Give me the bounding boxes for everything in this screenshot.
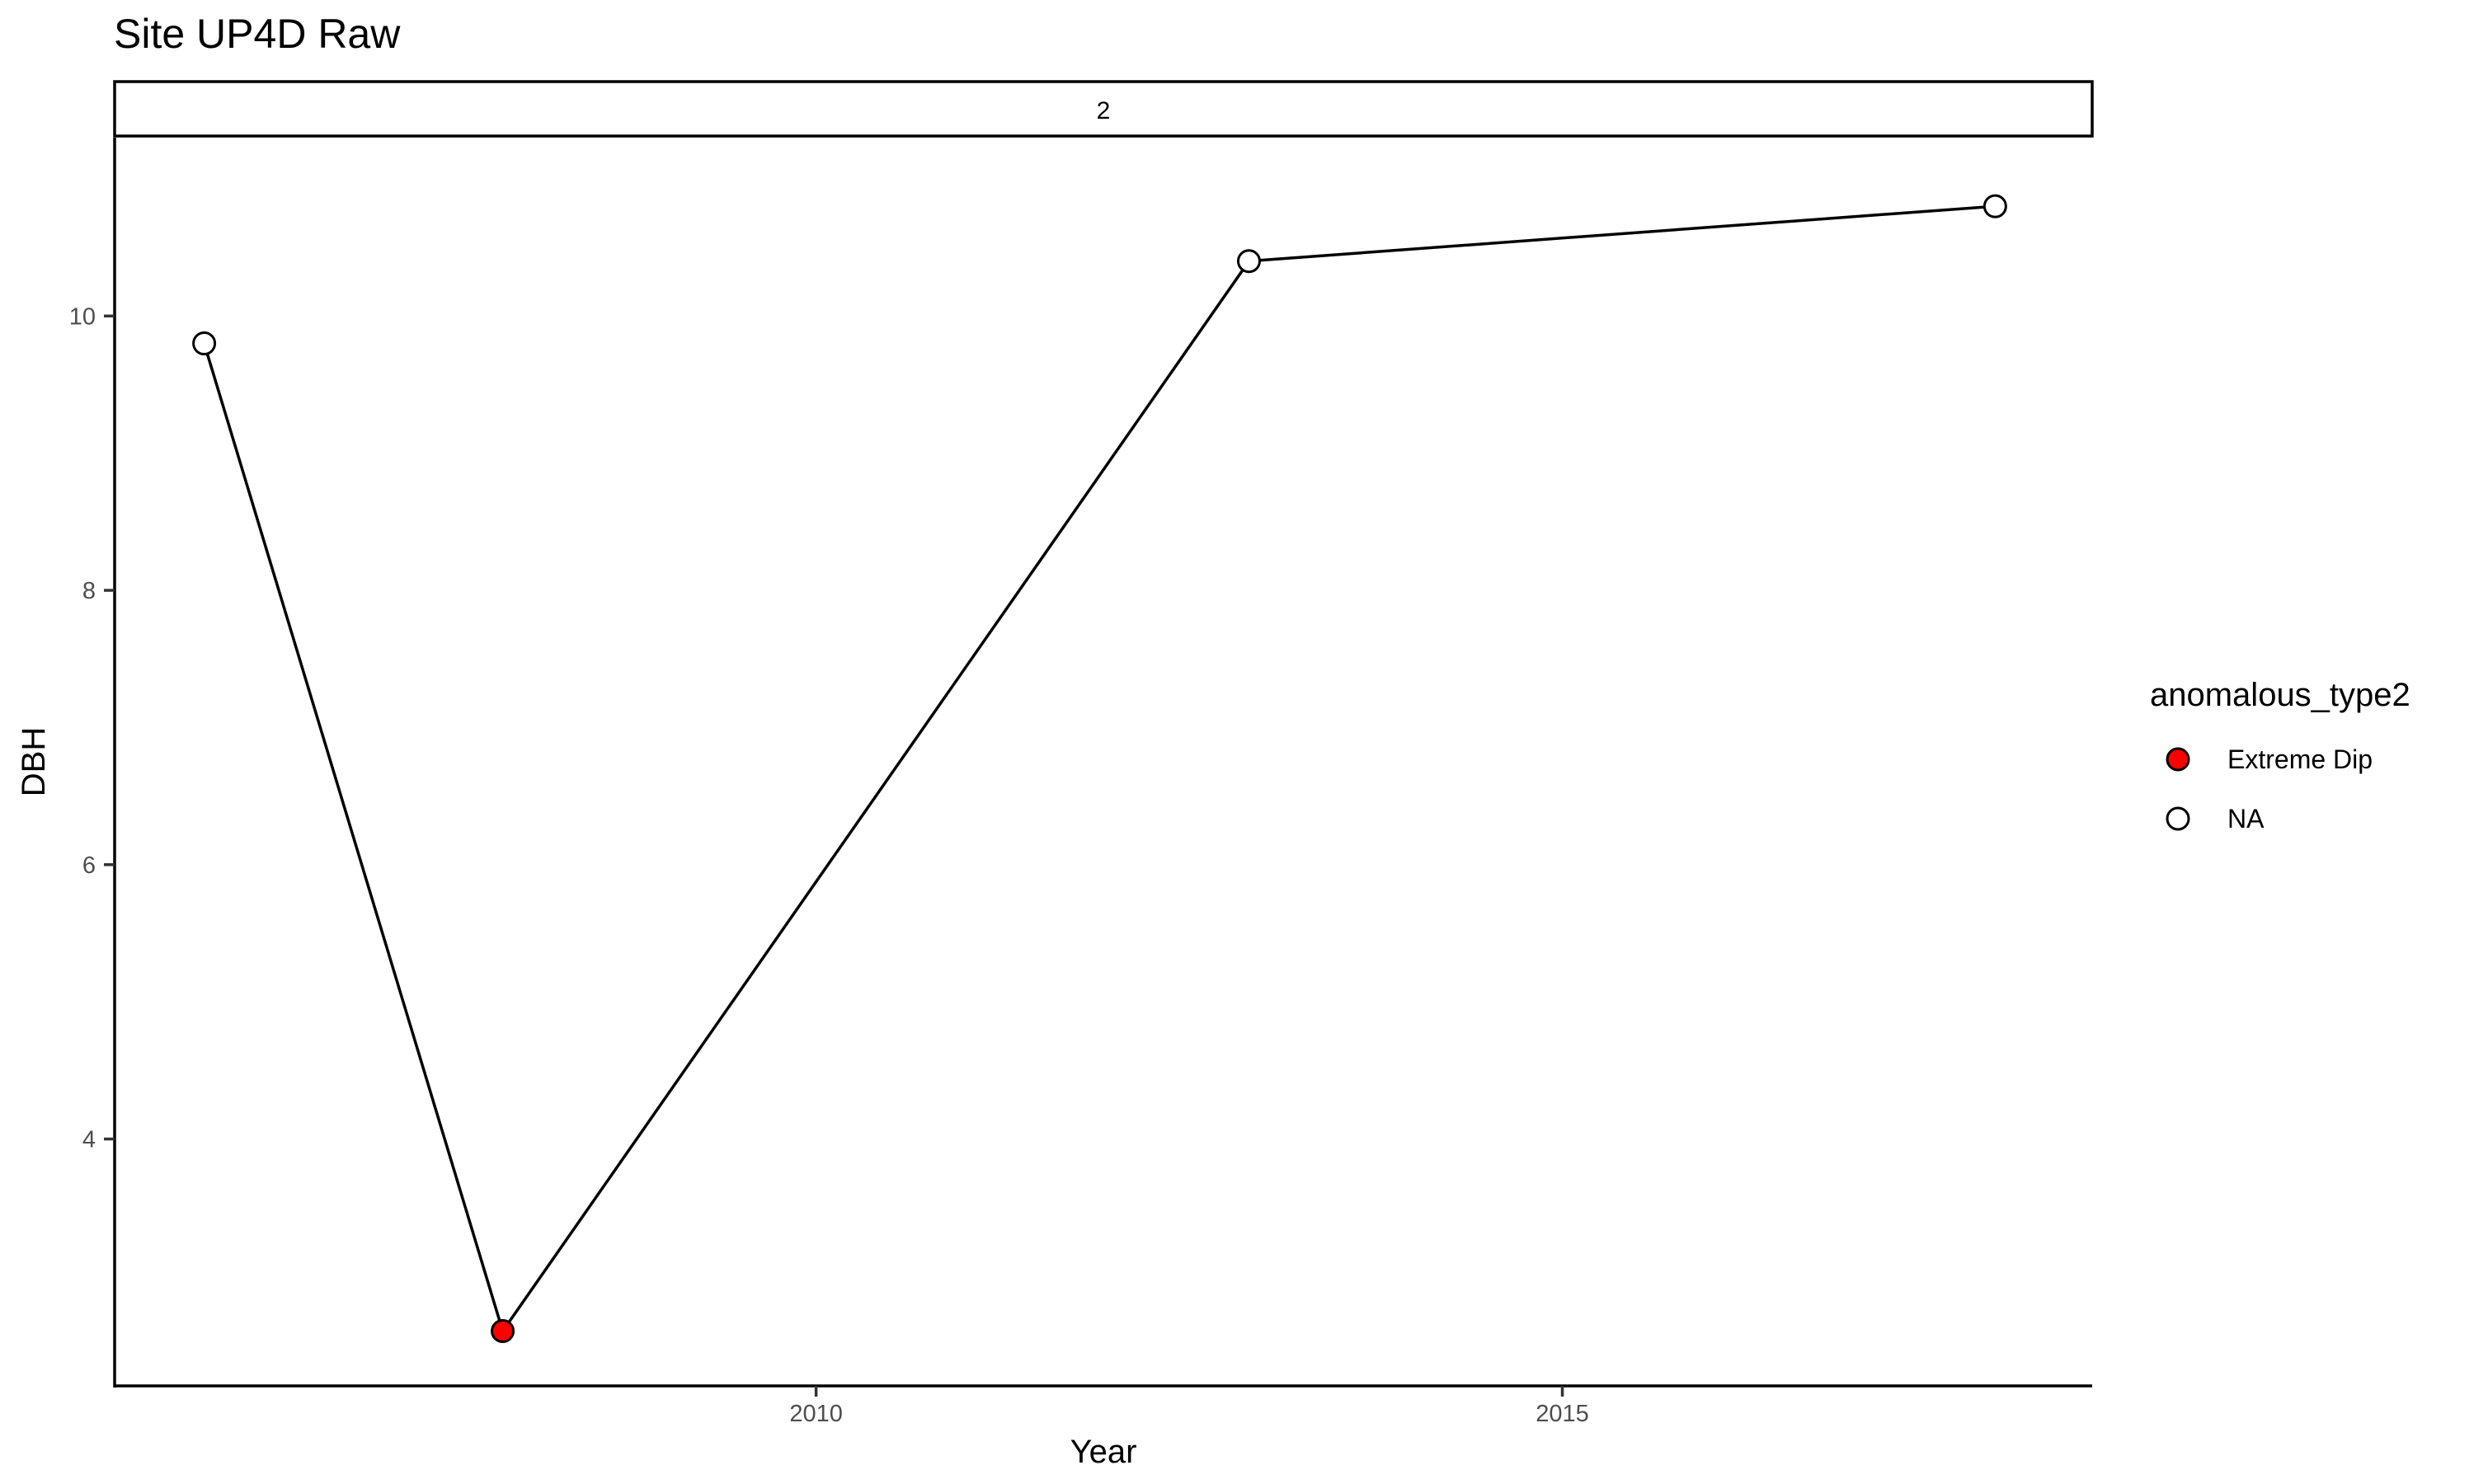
y-tick-label: 10 (69, 303, 96, 330)
data-point (1236, 249, 1261, 274)
data-point (491, 1318, 515, 1343)
data-points (192, 194, 2007, 1343)
y-ticks: 4 6 8 10 (69, 303, 115, 1153)
x-axis-title: Year (1070, 1434, 1137, 1470)
legend-label: Extreme Dip (2227, 744, 2373, 774)
legend-title: anomalous_type2 (2150, 677, 2411, 713)
y-tick-label: 4 (82, 1127, 96, 1153)
x-tick-label: 2015 (1536, 1401, 1589, 1427)
legend-key (2166, 806, 2190, 831)
x-tick-label: 2010 (789, 1401, 843, 1427)
y-tick-label: 6 (82, 852, 96, 879)
facet-label: 2 (1097, 97, 1111, 124)
legend-label: NA (2227, 804, 2265, 834)
series-line (202, 204, 1996, 1335)
y-tick-label: 8 (82, 578, 96, 604)
legend: anomalous_type2 Extreme Dip NA (2150, 677, 2411, 834)
y-axis-title: DBH (16, 727, 52, 796)
data-point (1982, 194, 2007, 218)
facet-strip (113, 80, 2094, 138)
legend-key (2166, 747, 2190, 772)
x-ticks: 2010 2015 (789, 1386, 1589, 1427)
data-point (192, 331, 217, 356)
legend-entries: Extreme Dip NA (2166, 744, 2373, 834)
chart-title: Site UP4D Raw (114, 11, 401, 57)
